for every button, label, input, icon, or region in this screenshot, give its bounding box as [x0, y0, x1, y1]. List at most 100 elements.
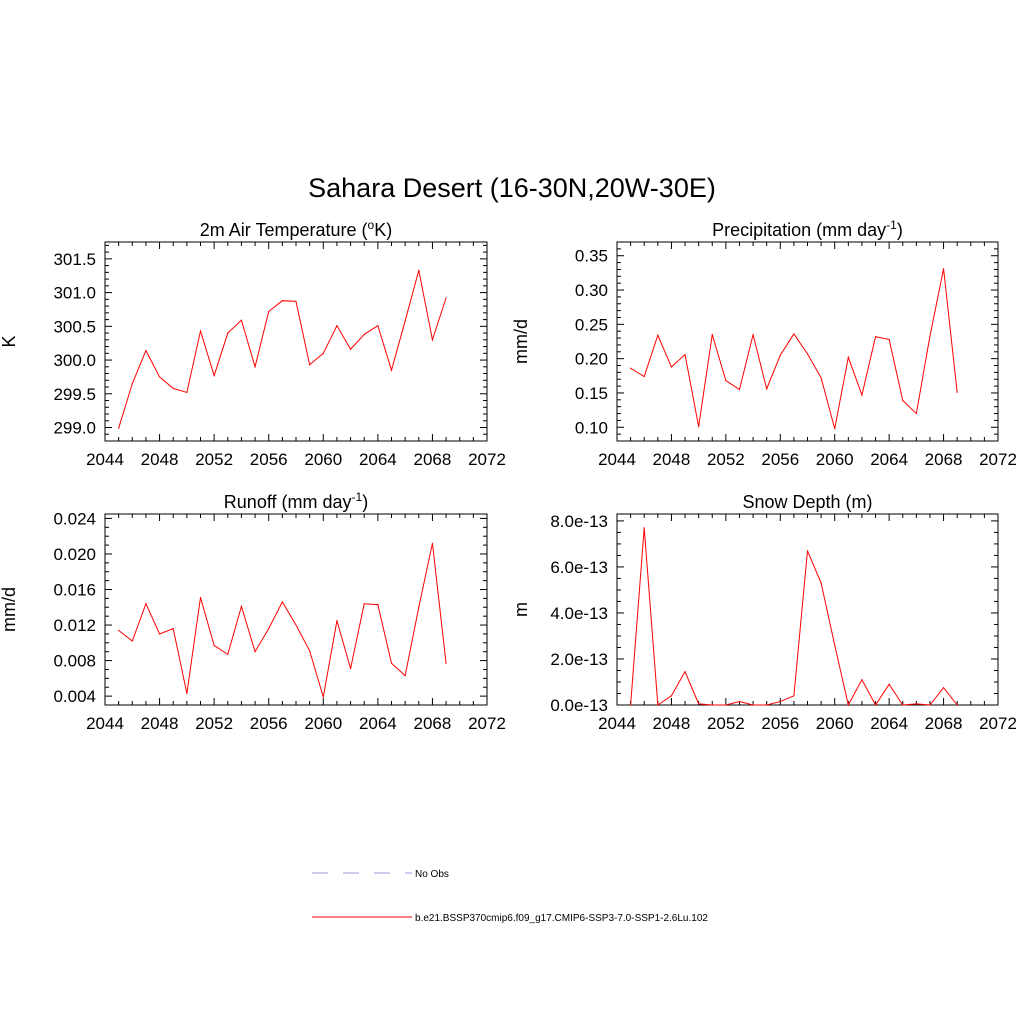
runoff-data-point: [363, 603, 365, 605]
snow-data-point: [929, 704, 931, 706]
legend-label-1: No Obs: [415, 869, 449, 880]
runoff-panel: Runoff (mm day-1) 2044 2048 2052 2056 2060 206…: [0, 490, 506, 733]
snow-xtick-label: 2072: [979, 714, 1017, 733]
snow-xtick-label: 2044: [598, 714, 636, 733]
precipitation-data-point: [806, 353, 809, 355]
precipitation-series-line: [630, 268, 958, 429]
precipitation-ytick-label: 0.15: [575, 384, 608, 403]
runoff-xtick-label: 2060: [304, 714, 342, 733]
precipitation-ylabel: mm/d: [511, 319, 531, 364]
temperature-xtick-label: 2060: [304, 450, 342, 469]
precipitation-frame: [616, 241, 999, 442]
runoff-ytick-label: 0.024: [53, 509, 96, 528]
runoff-data-point: [145, 603, 147, 605]
snow-data-point: [711, 704, 713, 706]
runoff-title-text: Runoff (mm day: [224, 492, 352, 512]
temperature-data-point: [390, 369, 393, 371]
temperature-data-point: [213, 374, 215, 377]
snow-xtick-label: 2068: [925, 714, 963, 733]
precipitation-data-point: [888, 338, 890, 341]
snow-xtick-label: 2056: [761, 714, 799, 733]
temperature-data-point: [431, 339, 434, 341]
precipitation-data-point: [684, 353, 686, 356]
runoff-title-end: ): [362, 492, 368, 512]
precipitation-data-point: [725, 380, 727, 382]
snow-ylabel: m: [511, 602, 531, 617]
temperature-ytick-label: 301.5: [53, 250, 96, 269]
temperature-series-line: [118, 270, 447, 429]
temperature-data-point: [309, 364, 311, 366]
snow-data-point: [942, 687, 945, 689]
temperature-data-point: [445, 297, 447, 299]
temperature-ytick-label: 299.0: [53, 419, 96, 438]
snow-data-point: [806, 550, 809, 552]
temperature-xtick-label: 2044: [86, 450, 124, 469]
snow-data-point: [820, 582, 822, 584]
precipitation-data-point: [643, 375, 645, 378]
snow-data-point: [902, 704, 904, 706]
runoff-data-point: [349, 667, 352, 670]
precipitation-data-point: [874, 336, 877, 338]
precipitation-data-point: [861, 394, 863, 396]
temperature-title: 2m Air Temperature (oK): [200, 218, 392, 240]
runoff-data-point: [377, 604, 379, 606]
temperature-xtick-label: 2048: [141, 450, 179, 469]
temperature-xtick-label: 2052: [195, 450, 233, 469]
snow-xtick-label: 2048: [653, 714, 691, 733]
snow-data-point: [861, 679, 863, 681]
runoff-series-line: [118, 543, 447, 698]
snow-data-point: [847, 704, 849, 706]
temperature-ylabel: K: [0, 335, 19, 347]
temperature-ytick-label: 300.0: [53, 351, 96, 370]
precipitation-data-point: [752, 334, 754, 336]
snow-data-point: [630, 704, 632, 706]
snow-xtick-label: 2060: [816, 714, 854, 733]
temperature-ytick-label: 299.5: [53, 385, 96, 404]
runoff-data-point: [309, 650, 311, 652]
snow-series-line: [630, 527, 958, 707]
runoff-data-point: [199, 596, 202, 599]
temperature-xtick-label: 2068: [414, 450, 452, 469]
legend-label-2: b.e21.BSSP370cmip6.f09_g17.CMIP6-SSP3-7.…: [415, 913, 708, 924]
runoff-data-point: [240, 605, 243, 607]
runoff-data-point: [336, 620, 338, 622]
runoff-ytick-label: 0.016: [53, 581, 96, 600]
precipitation-data-point: [834, 428, 836, 430]
snow-data-point: [698, 703, 700, 705]
runoff-data-point: [227, 653, 229, 655]
runoff-ylabel: mm/d: [0, 587, 19, 632]
precipitation-xtick-label: 2064: [870, 450, 908, 469]
runoff-data-point: [158, 633, 161, 635]
snow-data-point: [834, 644, 836, 646]
runoff-data-point: [131, 640, 133, 642]
snow-data-point: [725, 704, 727, 706]
runoff-data-point: [404, 675, 406, 677]
runoff-data-point: [322, 696, 324, 698]
temperature-xtick-label: 2072: [468, 450, 506, 469]
temperature-ytick-label: 300.5: [53, 317, 96, 336]
temperature-data-point: [186, 391, 188, 394]
snow-ytick-label: 4.0e-13: [550, 604, 608, 623]
precipitation-data-point: [793, 333, 795, 335]
temperature-xtick-label: 2056: [250, 450, 288, 469]
snow-xtick-label: 2064: [870, 714, 908, 733]
precipitation-title-sup: -1: [886, 218, 897, 232]
precipitation-xtick-label: 2060: [816, 450, 854, 469]
temperature-data-point: [172, 387, 174, 389]
runoff-data-point: [118, 629, 120, 631]
runoff-xtick-label: 2072: [468, 714, 506, 733]
precipitation-ytick-label: 0.20: [575, 350, 608, 369]
precipitation-xtick-label: 2052: [707, 450, 745, 469]
precipitation-xtick-label: 2056: [761, 450, 799, 469]
precipitation-data-point: [630, 367, 632, 369]
temperature-data-point: [145, 350, 147, 352]
precipitation-title-text: Precipitation (mm day: [712, 220, 886, 240]
snow-ytick-label: 6.0e-13: [550, 558, 608, 577]
runoff-ytick-label: 0.020: [53, 545, 96, 564]
runoff-data-point: [445, 662, 447, 664]
snow-data-point: [738, 700, 741, 703]
temperature-xtick-label: 2064: [359, 450, 397, 469]
snow-data-point: [793, 695, 795, 697]
runoff-ytick-label: 0.004: [53, 687, 96, 706]
snow-data-point: [766, 704, 768, 706]
